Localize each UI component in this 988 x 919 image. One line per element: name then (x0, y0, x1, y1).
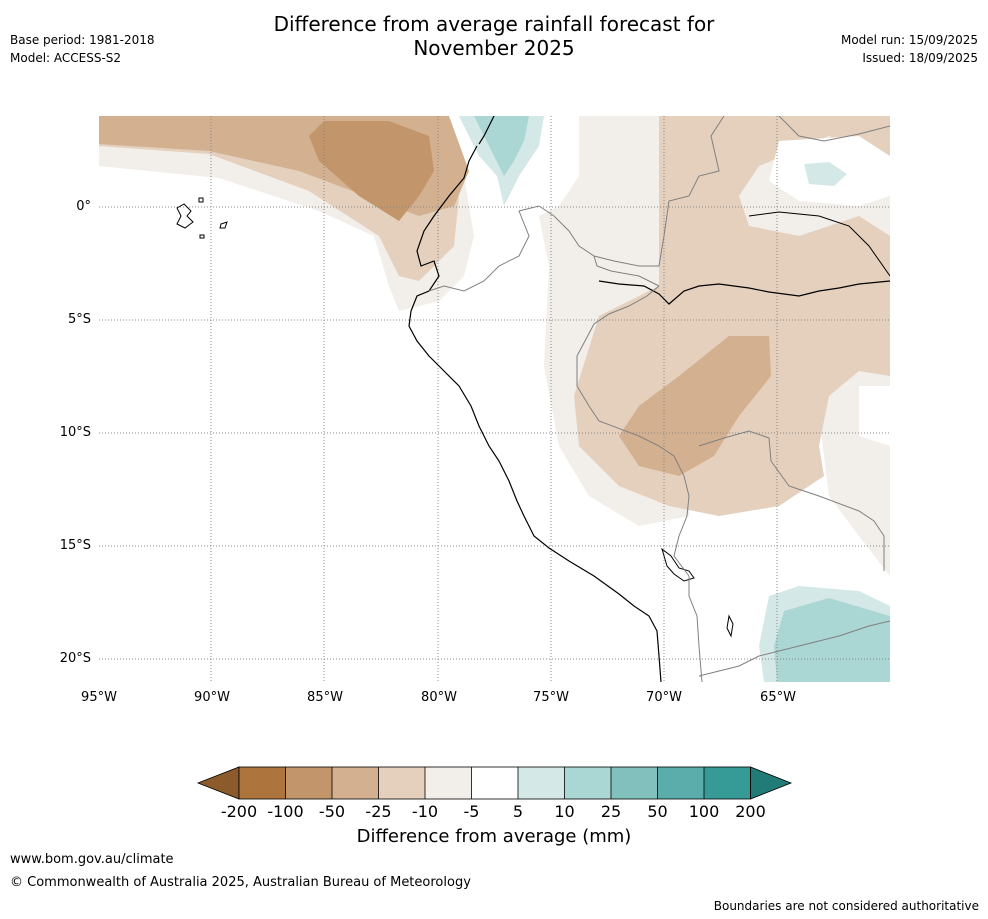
colorbar-tick-neg100: -100 (267, 802, 304, 821)
issued-text: Issued: 18/09/2025 (862, 51, 978, 65)
amazon-river-outline (598, 280, 890, 305)
caribbean-coastline (478, 116, 495, 145)
lat-label-0: 0° (76, 199, 91, 214)
colorbar-bin-neg200-neg100 (239, 767, 286, 799)
title-line-2: November 2025 (413, 36, 575, 60)
lon-label-70w: 70°W (646, 690, 682, 705)
colorbar (196, 766, 793, 800)
colorbar-bin-10-25 (564, 767, 611, 799)
lake-bolivia-1 (726, 614, 734, 638)
colorbar-bin-neg5-5 (471, 767, 518, 799)
anomaly-region-se-wet-core (774, 598, 890, 682)
lon-label-80w: 80°W (421, 690, 457, 705)
anomaly-region-se-white-cell (859, 386, 890, 446)
pacific-coastline (408, 145, 662, 682)
colorbar-tick-50: 50 (647, 802, 668, 821)
anomaly-region-colombia-wet-core (474, 116, 529, 176)
colorbar-bin-neg100-neg50 (285, 767, 332, 799)
colorbar-tick-5: 5 (512, 802, 524, 821)
colorbar-tick-neg25: -25 (365, 802, 392, 821)
colorbar-tick-neg200: -200 (220, 802, 258, 821)
lat-label-10s: 10°S (59, 425, 91, 440)
colorbar-dividers (238, 766, 751, 800)
lat-label-20s: 20°S (59, 651, 91, 666)
lat-label-5s: 5°S (67, 312, 91, 327)
base-period-text: Base period: 1981-2018 (10, 33, 155, 47)
isabela-island (176, 203, 194, 229)
map-title: Difference from average rainfall forecas… (0, 12, 988, 60)
colorbar-bin-5-10 (518, 767, 565, 799)
model-run-text: Model run: 15/09/2025 (840, 33, 978, 47)
anomaly-region-ne-wet-spot (804, 162, 847, 186)
lon-label-85w: 85°W (307, 690, 343, 705)
anomaly-region-central-strong (619, 336, 771, 476)
copyright-text: © Commonwealth of Australia 2025, Austra… (10, 875, 471, 890)
colorbar-bin-50-100 (657, 767, 704, 799)
model-text: Model: ACCESS-S2 (10, 51, 122, 65)
disclaimer-text: Boundaries are not considered authoritat… (713, 899, 979, 913)
country-borders (428, 116, 890, 682)
galapagos-islet-2 (219, 221, 228, 229)
rio-negro-outline (748, 211, 890, 277)
graticule (99, 116, 890, 682)
colorbar-tick-25: 25 (600, 802, 622, 821)
colorbar-outline (238, 766, 751, 800)
colorbar-extend-low (196, 766, 240, 800)
colorbar-bin-25-50 (611, 767, 658, 799)
lake-titicaca (661, 547, 695, 582)
colorbar-extend-high (750, 766, 793, 800)
galapagos-islet-1 (198, 197, 204, 203)
lat-label-15s: 15°S (59, 538, 91, 553)
website-link[interactable]: www.bom.gov.au/climate (10, 852, 174, 867)
lon-label-95w: 95°W (81, 690, 117, 705)
colorbar-tick-10: 10 (554, 802, 575, 821)
colorbar-bin-neg50-neg25 (332, 767, 379, 799)
lon-label-65w: 65°W (760, 690, 796, 705)
colorbar-tick-neg50: -50 (318, 802, 346, 821)
colorbar-tick-neg10: -10 (411, 802, 439, 821)
lon-label-75w: 75°W (533, 690, 569, 705)
colorbar-bin-100-200 (704, 767, 751, 799)
colorbar-tick-100: 100 (688, 802, 720, 821)
colorbar-title: Difference from average (mm) (356, 826, 632, 847)
colorbar-bin-neg10-neg5 (425, 767, 472, 799)
colorbar-tick-neg5: -5 (463, 802, 480, 821)
lon-label-90w: 90°W (194, 690, 230, 705)
title-line-1: Difference from average rainfall forecas… (273, 12, 715, 36)
colorbar-tick-200: 200 (735, 802, 766, 821)
anomaly-region-nw-core (309, 121, 434, 221)
galapagos-islet-3 (199, 234, 205, 239)
galapagos-islands (176, 197, 228, 239)
rainfall-anomaly-map (99, 116, 890, 682)
colorbar-bin-neg25-neg10 (378, 767, 425, 799)
